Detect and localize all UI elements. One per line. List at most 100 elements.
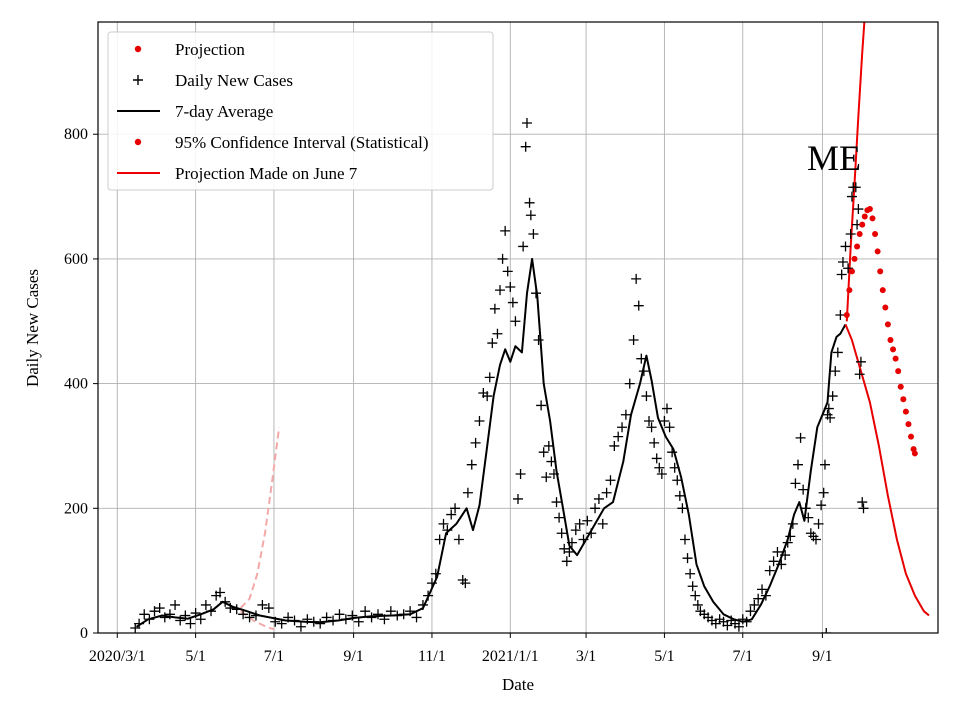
x-tick-label: 11/1 [418,648,446,665]
data-point [220,596,231,607]
data-point [347,610,358,621]
data-point [593,493,604,504]
series-layer [130,22,930,633]
x-tick-label: 2020/3/1 [89,648,146,665]
data-point [911,450,918,457]
data-point [423,590,434,601]
data-point [321,612,332,623]
data-point [741,616,752,627]
x-tick-label: 9/1 [343,648,363,665]
data-point [159,612,170,623]
data-point [825,412,836,423]
x-tick-label: 3/1 [576,648,596,665]
data-point [649,437,660,448]
data-point [853,204,864,215]
data-point [505,281,516,292]
data-point [690,590,701,601]
data-point [795,432,806,443]
data-point [638,366,649,377]
data-point [582,515,593,526]
data-point [180,610,191,621]
data-point [679,534,690,545]
data-point [687,581,698,592]
7-day-average-line [135,257,847,628]
data-point [848,268,855,275]
data-point [556,528,567,539]
plot-area [130,22,930,633]
data-point [764,565,775,576]
data-point [832,347,843,358]
data-point [238,609,249,620]
data-point [850,182,861,193]
data-point [578,534,589,545]
data-point [776,559,787,570]
data-point [470,437,481,448]
data-point [605,475,616,486]
data-point [846,287,853,294]
legend-label: Projection [175,40,245,59]
data-point [664,422,675,433]
data-point [636,353,647,364]
data-point [434,534,445,545]
data-point [185,618,196,629]
data-point [566,537,577,548]
data-point [654,462,665,473]
x-tick-label: 5/1 [654,648,674,665]
data-point [164,609,175,620]
legend-marker [133,75,143,85]
data-point [430,568,441,579]
data-point [453,534,464,545]
data-point [200,599,211,610]
data-point [659,416,670,427]
data-point [672,475,683,486]
data-point [215,587,226,598]
data-point [244,612,255,623]
data-point [854,369,865,380]
data-point [835,310,846,321]
data-point [819,459,830,470]
data-point [446,509,457,520]
data-point [366,612,377,623]
data-point [538,447,549,458]
data-point [334,609,345,620]
data-point [590,503,601,514]
data-point [840,241,851,252]
data-point [495,285,506,296]
data-point [902,408,909,415]
data-point [315,618,326,629]
data-point [487,338,498,349]
legend-label: Projection Made on June 7 [175,164,358,183]
faded-projection-line [239,427,281,609]
data-point [385,606,396,617]
data-point [250,610,261,621]
data-point [882,304,889,311]
data-point [816,500,827,511]
y-axis-title: Daily New Cases [23,269,42,387]
data-point [353,616,364,627]
data-point [768,556,779,567]
data-point [460,578,471,589]
y-tick-label: 800 [64,126,88,143]
data-point [564,546,575,557]
data-point [533,334,544,345]
data-point [823,403,834,414]
data-point [855,356,866,367]
data-point [302,614,313,625]
data-point [879,287,886,294]
data-point [482,391,493,402]
legend-box [107,31,494,191]
data-point [651,453,662,464]
x-tick-label: 9/1 [812,648,832,665]
data-point [800,503,811,514]
data-point [513,493,523,504]
data-point [787,518,798,529]
data-point [908,433,915,440]
data-point [134,618,145,629]
x-tick-label: 7/1 [264,648,284,665]
data-point [231,604,242,615]
data-point [872,230,879,237]
data-point [624,378,635,389]
data-point [283,612,294,623]
data-point [570,525,581,536]
